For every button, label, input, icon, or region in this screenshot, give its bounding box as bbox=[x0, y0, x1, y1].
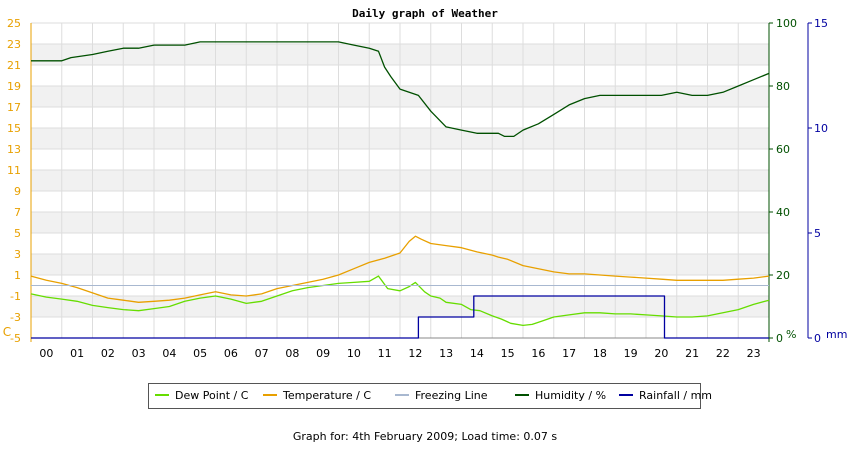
legend-swatch bbox=[155, 394, 169, 396]
y-humidity-tick-label: 100 bbox=[776, 17, 797, 30]
chart-legend: Dew Point / C Temperature / C Freezing Lin… bbox=[148, 383, 712, 409]
x-tick-label: 20 bbox=[654, 347, 668, 360]
y-rain-tick-label: 0 bbox=[814, 332, 821, 345]
series-temperature-line bbox=[30, 235, 770, 303]
x-tick-label: 14 bbox=[470, 347, 484, 360]
legend-swatch bbox=[619, 394, 633, 396]
x-tick-label: 17 bbox=[562, 347, 576, 360]
y-left-tick-label: 19 bbox=[7, 80, 21, 93]
x-tick-label: 01 bbox=[70, 347, 84, 360]
legend-item-freezing-line: Freezing Line bbox=[395, 384, 488, 408]
legend-item-humidity: Humidity / % bbox=[515, 384, 606, 408]
series-dew-point-line bbox=[30, 275, 770, 327]
legend-swatch bbox=[395, 394, 409, 396]
x-tick-label: 19 bbox=[624, 347, 638, 360]
x-tick-label: 09 bbox=[316, 347, 330, 360]
y-humidity-unit-label: % bbox=[786, 328, 796, 341]
y-left-tick-label: -1 bbox=[10, 290, 21, 303]
y-left-tick-label: 17 bbox=[7, 101, 21, 114]
y-humidity-tick-label: 60 bbox=[776, 143, 790, 156]
x-tick-label: 03 bbox=[132, 347, 146, 360]
y-left-tick-label: 21 bbox=[7, 59, 21, 72]
x-tick-label: 04 bbox=[162, 347, 176, 360]
legend-label: Freezing Line bbox=[415, 389, 488, 402]
x-tick-label: 07 bbox=[255, 347, 269, 360]
x-tick-label: 21 bbox=[685, 347, 699, 360]
x-tick-label: 11 bbox=[378, 347, 392, 360]
legend-label: Rainfall / mm bbox=[639, 389, 713, 402]
series-rainfall-line bbox=[31, 295, 769, 339]
x-tick-label: 16 bbox=[531, 347, 545, 360]
chart-title: Daily graph of Weather bbox=[352, 7, 498, 20]
weather-chart: Daily graph of Weather -5-3-113579111315… bbox=[3, 7, 848, 360]
x-tick-label: 22 bbox=[716, 347, 730, 360]
y-left-tick-label: 9 bbox=[14, 185, 21, 198]
y-left-tick-label: -5 bbox=[10, 332, 21, 345]
y-rain-tick-label: 5 bbox=[814, 227, 821, 240]
y-left-tick-label: 5 bbox=[14, 227, 21, 240]
series-humidity-line bbox=[31, 41, 770, 138]
y-humidity-tick-label: 40 bbox=[776, 206, 790, 219]
x-tick-label: 08 bbox=[285, 347, 299, 360]
y-left-tick-label: 13 bbox=[7, 143, 21, 156]
y-rain-unit-label: mm bbox=[826, 328, 847, 341]
x-tick-label: 02 bbox=[101, 347, 115, 360]
legend-label: Humidity / % bbox=[535, 389, 607, 402]
legend-label: Temperature / C bbox=[283, 389, 372, 402]
x-tick-label: 18 bbox=[593, 347, 607, 360]
y-humidity-tick-label: 20 bbox=[776, 269, 790, 282]
legend-item-temperature: Temperature / C bbox=[263, 384, 371, 408]
y-left-tick-label: 1 bbox=[14, 269, 21, 282]
legend-item-dew-point: Dew Point / C bbox=[155, 384, 248, 408]
x-tick-label: 15 bbox=[501, 347, 515, 360]
y-left-tick-label: 25 bbox=[7, 17, 21, 30]
y-humidity-tick-label: 80 bbox=[776, 80, 790, 93]
x-tick-label: 23 bbox=[747, 347, 761, 360]
legend-swatch bbox=[515, 394, 529, 396]
y-left-tick-label: -3 bbox=[10, 311, 21, 324]
y-left-tick-label: 3 bbox=[14, 248, 21, 261]
x-tick-label: 10 bbox=[347, 347, 361, 360]
legend-item-rainfall: Rainfall / mm bbox=[619, 384, 712, 408]
y-left-unit-label: C bbox=[3, 325, 11, 339]
y-left-tick-label: 23 bbox=[7, 38, 21, 51]
x-tick-label: 06 bbox=[224, 347, 238, 360]
x-tick-label: 05 bbox=[193, 347, 207, 360]
y-rain-tick-label: 15 bbox=[814, 17, 828, 30]
x-tick-label: 12 bbox=[408, 347, 422, 360]
x-tick-label: 00 bbox=[39, 347, 53, 360]
plot-series bbox=[30, 41, 770, 339]
x-tick-label: 13 bbox=[439, 347, 453, 360]
y-left-tick-label: 15 bbox=[7, 122, 21, 135]
y-humidity-tick-label: 0 bbox=[776, 332, 783, 345]
legend-swatch bbox=[263, 394, 277, 396]
y-left-tick-label: 7 bbox=[14, 206, 21, 219]
legend-label: Dew Point / C bbox=[175, 389, 249, 402]
footer-text: Graph for: 4th February 2009; Load time:… bbox=[292, 430, 558, 443]
y-rain-tick-label: 10 bbox=[814, 122, 828, 135]
y-left-tick-label: 11 bbox=[7, 164, 21, 177]
